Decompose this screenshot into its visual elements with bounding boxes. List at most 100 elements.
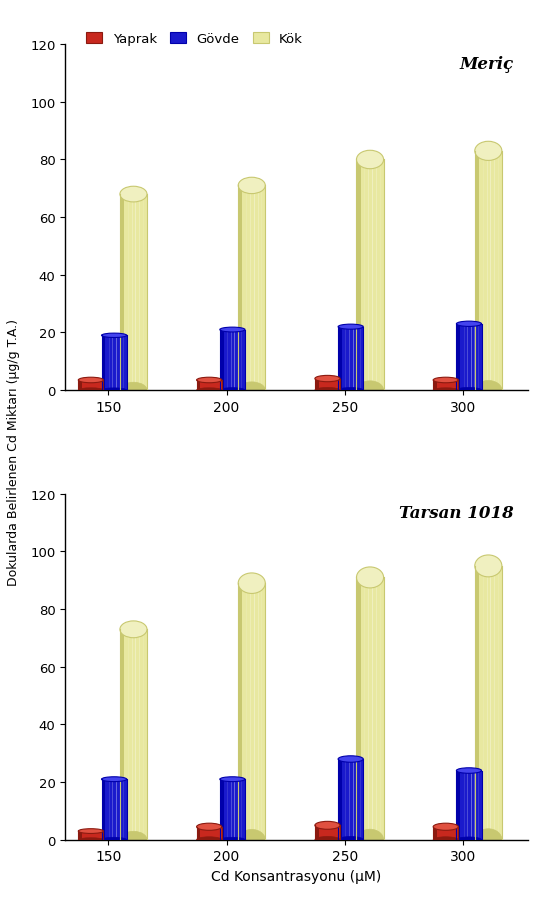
Bar bbox=[238, 583, 242, 840]
Bar bbox=[342, 327, 363, 391]
Bar bbox=[196, 380, 200, 391]
Bar bbox=[78, 831, 82, 840]
Ellipse shape bbox=[356, 829, 384, 851]
Ellipse shape bbox=[315, 376, 340, 382]
Ellipse shape bbox=[196, 824, 222, 831]
Ellipse shape bbox=[78, 829, 103, 833]
Ellipse shape bbox=[456, 837, 481, 842]
Bar bbox=[319, 825, 340, 840]
Ellipse shape bbox=[102, 837, 127, 842]
Bar bbox=[124, 195, 147, 391]
Bar bbox=[242, 583, 265, 840]
Ellipse shape bbox=[220, 388, 245, 393]
Bar bbox=[82, 831, 103, 840]
Bar bbox=[242, 186, 265, 391]
Bar bbox=[78, 380, 82, 391]
Bar bbox=[200, 380, 222, 391]
Bar bbox=[315, 379, 319, 391]
Ellipse shape bbox=[433, 837, 458, 842]
Bar bbox=[106, 779, 127, 840]
Bar bbox=[437, 827, 458, 840]
Bar bbox=[479, 566, 502, 840]
Bar bbox=[460, 324, 481, 391]
Bar bbox=[338, 759, 342, 840]
Bar bbox=[224, 330, 245, 391]
Bar bbox=[315, 825, 319, 840]
Ellipse shape bbox=[196, 377, 222, 384]
Bar bbox=[224, 779, 245, 840]
Ellipse shape bbox=[120, 832, 147, 848]
Ellipse shape bbox=[238, 830, 265, 850]
Ellipse shape bbox=[433, 824, 458, 831]
Ellipse shape bbox=[475, 829, 502, 851]
Bar bbox=[120, 629, 124, 840]
Ellipse shape bbox=[338, 836, 363, 843]
Ellipse shape bbox=[456, 768, 481, 774]
Ellipse shape bbox=[315, 388, 340, 393]
Bar bbox=[238, 186, 242, 391]
Text: Tarsan 1018: Tarsan 1018 bbox=[399, 505, 514, 522]
Bar bbox=[106, 336, 127, 391]
Ellipse shape bbox=[120, 187, 147, 202]
Ellipse shape bbox=[475, 381, 502, 400]
Bar bbox=[437, 380, 458, 391]
Ellipse shape bbox=[338, 756, 363, 762]
Ellipse shape bbox=[196, 388, 222, 393]
Ellipse shape bbox=[120, 621, 147, 638]
Ellipse shape bbox=[356, 381, 384, 400]
Bar bbox=[475, 152, 479, 391]
Bar bbox=[356, 578, 361, 840]
Bar bbox=[102, 779, 106, 840]
Bar bbox=[200, 827, 222, 840]
Ellipse shape bbox=[78, 377, 103, 384]
Ellipse shape bbox=[338, 388, 363, 393]
Bar bbox=[82, 380, 103, 391]
Bar bbox=[433, 380, 437, 391]
Bar bbox=[338, 327, 342, 391]
Ellipse shape bbox=[78, 838, 103, 842]
Ellipse shape bbox=[238, 178, 265, 194]
Bar bbox=[356, 161, 361, 391]
Ellipse shape bbox=[315, 836, 340, 843]
Bar bbox=[342, 759, 363, 840]
Bar bbox=[433, 827, 437, 840]
Ellipse shape bbox=[356, 151, 384, 170]
Bar bbox=[319, 379, 340, 391]
Ellipse shape bbox=[356, 567, 384, 588]
Legend: Yaprak, Gövde, Kök: Yaprak, Gövde, Kök bbox=[81, 28, 308, 51]
Bar bbox=[220, 779, 224, 840]
Ellipse shape bbox=[475, 142, 502, 162]
Ellipse shape bbox=[238, 383, 265, 399]
Ellipse shape bbox=[220, 777, 245, 782]
Bar bbox=[479, 152, 502, 391]
Ellipse shape bbox=[315, 822, 340, 829]
Bar bbox=[456, 770, 460, 840]
Text: Dokularda Belirlenen Cd Miktarı (µg/g T.A.): Dokularda Belirlenen Cd Miktarı (µg/g T.… bbox=[7, 318, 20, 585]
Ellipse shape bbox=[238, 573, 265, 594]
Ellipse shape bbox=[220, 328, 245, 332]
Bar bbox=[220, 330, 224, 391]
Ellipse shape bbox=[120, 383, 147, 398]
Text: Meriç: Meriç bbox=[460, 55, 514, 72]
Bar bbox=[196, 827, 200, 840]
X-axis label: Cd Konsantrasyonu (µM): Cd Konsantrasyonu (µM) bbox=[212, 869, 381, 883]
Bar bbox=[102, 336, 106, 391]
Bar bbox=[456, 324, 460, 391]
Bar bbox=[124, 629, 147, 840]
Bar bbox=[361, 161, 384, 391]
Ellipse shape bbox=[196, 837, 222, 842]
Ellipse shape bbox=[456, 321, 481, 327]
Bar bbox=[475, 566, 479, 840]
Ellipse shape bbox=[220, 837, 245, 842]
Ellipse shape bbox=[433, 388, 458, 393]
Ellipse shape bbox=[456, 388, 481, 394]
Ellipse shape bbox=[102, 777, 127, 782]
Bar bbox=[460, 770, 481, 840]
Bar bbox=[361, 578, 384, 840]
Ellipse shape bbox=[338, 325, 363, 330]
Bar bbox=[120, 195, 124, 391]
Ellipse shape bbox=[78, 388, 103, 393]
Ellipse shape bbox=[433, 377, 458, 384]
Ellipse shape bbox=[475, 555, 502, 577]
Ellipse shape bbox=[102, 388, 127, 393]
